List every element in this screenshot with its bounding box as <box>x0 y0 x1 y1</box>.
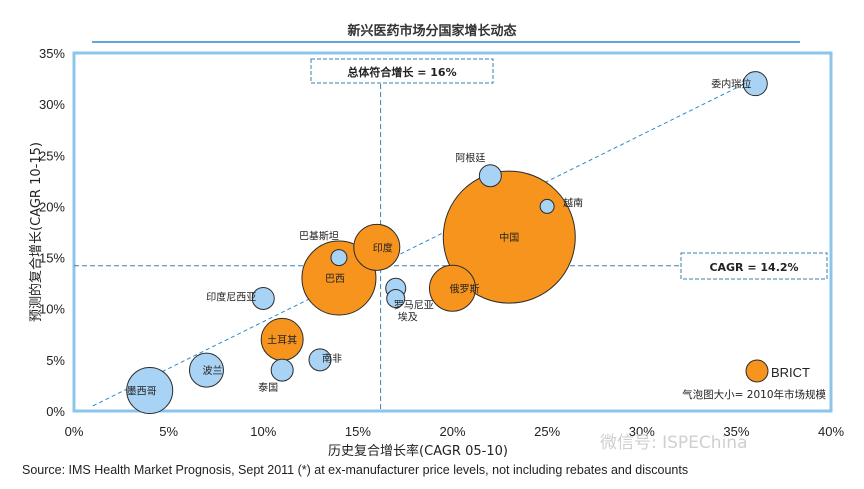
bubble-point <box>126 367 174 415</box>
bubble-label: 印度尼西亚 <box>206 290 256 303</box>
bubble-label: 越南 <box>563 196 583 209</box>
legend-marker <box>745 359 769 383</box>
bubble-label: 巴基斯坦 <box>299 230 339 243</box>
vertical-annotation-text: 总体符合增长 = 16% <box>347 65 456 79</box>
source-note: Source: IMS Health Market Prognosis, Sep… <box>22 463 688 477</box>
bubble-point <box>386 288 406 308</box>
bubble-point <box>270 358 294 382</box>
y-tick-label: 10% <box>39 302 65 317</box>
x-tick-label: 10% <box>250 424 276 439</box>
y-tick-label: 5% <box>46 353 65 368</box>
bubble-label: 巴西 <box>325 273 345 285</box>
bubble-point <box>478 164 502 188</box>
bubble-label: 土耳其 <box>267 333 297 346</box>
x-axis-label: 历史复合增长率(CAGR 05-10) <box>328 443 508 459</box>
legend-note: 气泡图大小= 2010年市场规模 <box>682 388 826 401</box>
x-tick-label: 30% <box>629 424 655 439</box>
x-tick-label: 35% <box>723 424 749 439</box>
bubble-label: 墨西哥 <box>127 386 157 398</box>
y-tick-label: 25% <box>39 148 65 163</box>
bubble-point <box>353 223 401 271</box>
bubble-point <box>742 71 768 97</box>
bubble-point <box>330 249 348 267</box>
trend-line <box>92 78 756 407</box>
bubble-point <box>308 348 332 372</box>
bubble-label: 阿根廷 <box>455 152 485 165</box>
x-tick-label: 0% <box>65 424 84 439</box>
watermark: 微信号: ISPEChina <box>600 433 748 453</box>
x-tick-label: 15% <box>345 424 371 439</box>
x-tick-label: 40% <box>818 424 844 439</box>
bubble-label: 波兰 <box>202 364 222 377</box>
x-tick-label: 20% <box>439 424 465 439</box>
bubble-label: 泰国 <box>258 381 278 394</box>
bubble-label: 南非 <box>322 352 342 365</box>
bubble-label: 印度 <box>373 241 393 254</box>
bubble-label: 埃及 <box>398 310 418 323</box>
legend-label: BRICT <box>771 365 810 380</box>
y-tick-label: 20% <box>39 199 65 214</box>
y-tick-label: 30% <box>39 97 65 112</box>
x-tick-label: 5% <box>159 424 178 439</box>
chart-frame <box>72 51 833 413</box>
y-axis-label: 预测的复合增长(CAGR 10-15) <box>28 142 44 322</box>
bubble-point <box>251 286 275 310</box>
bubble-label: 委内瑞拉 <box>711 78 751 91</box>
bubble-point <box>188 352 224 388</box>
vertical-annotation-box <box>310 58 494 84</box>
bubble-label: 罗马尼亚 <box>394 299 434 311</box>
bubble-label: 中国 <box>499 231 519 244</box>
chart-title: 新兴医药市场分国家增长动态 <box>347 23 516 39</box>
horizontal-annotation-box <box>680 252 828 280</box>
horizontal-annotation-text: CAGR = 14.2% <box>709 261 798 274</box>
y-tick-label: 15% <box>39 251 65 266</box>
y-tick-label: 0% <box>46 404 65 419</box>
bubble-point <box>539 198 555 214</box>
y-tick-label: 35% <box>39 46 65 61</box>
bubble-label: 俄罗斯 <box>450 282 480 295</box>
x-tick-label: 25% <box>534 424 560 439</box>
bubble-point <box>429 264 476 312</box>
